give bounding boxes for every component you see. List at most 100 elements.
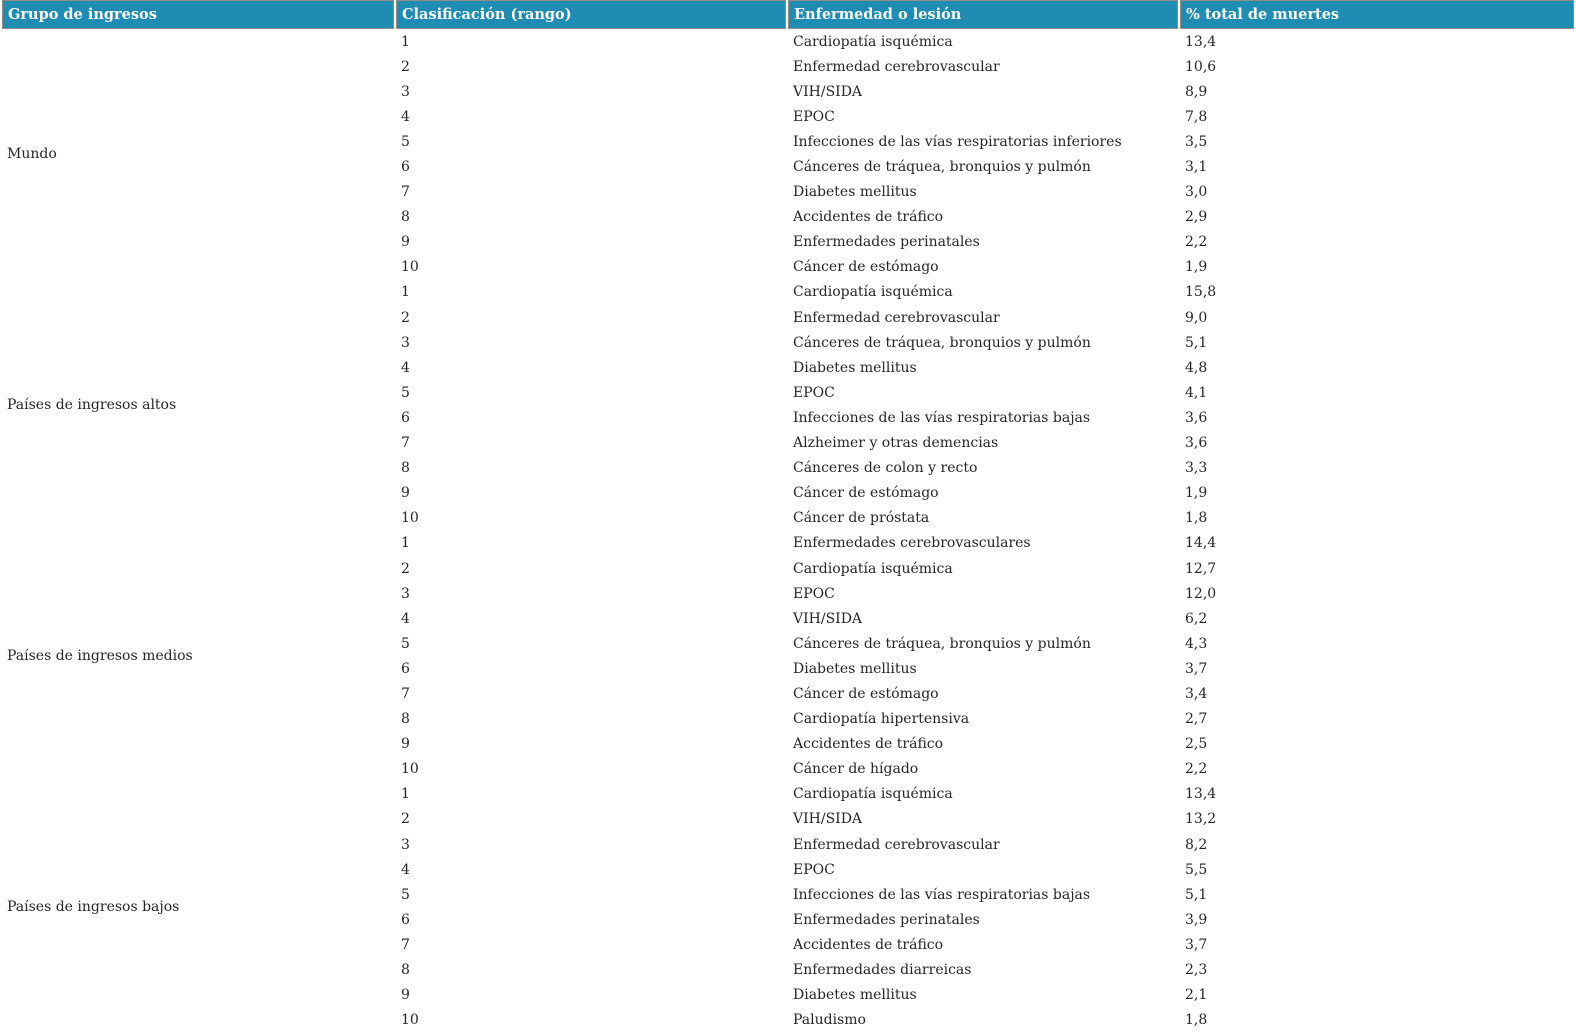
pct-deaths-cell: 5,5 [1180, 857, 1574, 883]
table-row: 9 Diabetes mellitus 2,1 [2, 982, 1574, 1008]
pct-deaths-cell: 3,1 [1180, 154, 1574, 180]
pct-deaths-cell: 2,2 [1180, 229, 1574, 255]
table-row: 5 Infecciones de las vías respiratorias b… [2, 882, 1574, 908]
table-row: 3 Cánceres de tráquea, bronquios y pulmón… [2, 330, 1574, 356]
table-row: 10 Cáncer de próstata 1,8 [2, 505, 1574, 531]
rank-cell: 2 [396, 305, 786, 331]
rank-cell: 8 [396, 204, 786, 230]
disease-cell: Infecciones de las vías respiratorias in… [788, 129, 1178, 155]
pct-deaths-cell: 3,5 [1180, 129, 1574, 155]
rank-cell: 2 [396, 54, 786, 80]
table-row: 2 Enfermedad cerebrovascular 10,6 [2, 54, 1574, 80]
pct-deaths-cell: 8,2 [1180, 832, 1574, 858]
disease-cell: VIH/SIDA [788, 606, 1178, 632]
disease-cell: Cardiopatía isquémica [788, 781, 1178, 807]
table-row: 9 Accidentes de tráfico 2,5 [2, 731, 1574, 757]
pct-deaths-cell: 6,2 [1180, 606, 1574, 632]
rank-cell: 6 [396, 405, 786, 431]
pct-deaths-cell: 4,8 [1180, 355, 1574, 381]
disease-cell: EPOC [788, 380, 1178, 406]
disease-cell: Enfermedad cerebrovascular [788, 832, 1178, 858]
column-header-disease: Enfermedad o lesión [788, 0, 1178, 29]
income-group-cell: Países de ingresos medios [2, 530, 394, 782]
pct-deaths-cell: 14,4 [1180, 530, 1574, 556]
disease-cell: Paludismo [788, 1007, 1178, 1033]
table-row: 2 VIH/SIDA 13,2 [2, 806, 1574, 832]
column-header-pct-deaths: % total de muertes [1180, 0, 1574, 29]
disease-cell: Cáncer de estómago [788, 480, 1178, 506]
rank-cell: 1 [396, 530, 786, 556]
disease-cell: Cáncer de estómago [788, 681, 1178, 707]
table-row: 7 Alzheimer y otras demencias 3,6 [2, 430, 1574, 456]
disease-cell: Alzheimer y otras demencias [788, 430, 1178, 456]
disease-cell: Cáncer de hígado [788, 756, 1178, 782]
rank-cell: 7 [396, 681, 786, 707]
disease-cell: Cáncer de próstata [788, 505, 1178, 531]
table-row: 5 Infecciones de las vías respiratorias i… [2, 129, 1574, 155]
rank-cell: 5 [396, 380, 786, 406]
pct-deaths-cell: 3,6 [1180, 405, 1574, 431]
pct-deaths-cell: 8,9 [1180, 79, 1574, 105]
pct-deaths-cell: 9,0 [1180, 305, 1574, 331]
rank-cell: 8 [396, 706, 786, 732]
pct-deaths-cell: 3,0 [1180, 179, 1574, 205]
disease-cell: Accidentes de tráfico [788, 731, 1178, 757]
rank-cell: 9 [396, 480, 786, 506]
table-row: 10 Paludismo 1,8 [2, 1007, 1574, 1033]
table-row: 2 Cardiopatía isquémica 12,7 [2, 555, 1574, 582]
pct-deaths-cell: 1,8 [1180, 505, 1574, 531]
pct-deaths-cell: 3,9 [1180, 907, 1574, 933]
pct-deaths-cell: 3,6 [1180, 430, 1574, 456]
rank-cell: 10 [396, 505, 786, 531]
table-row: 7 Accidentes de tráfico 3,7 [2, 932, 1574, 958]
pct-deaths-cell: 2,5 [1180, 731, 1574, 757]
rank-cell: 8 [396, 455, 786, 481]
disease-cell: Diabetes mellitus [788, 982, 1178, 1008]
table-row: Países de ingresos bajos 1 Cardiopatía isq… [2, 781, 1574, 1033]
disease-cell: Cánceres de tráquea, bronquios y pulmón [788, 330, 1178, 356]
pct-deaths-cell: 2,1 [1180, 982, 1574, 1008]
rank-cell: 6 [396, 154, 786, 180]
pct-deaths-cell: 2,9 [1180, 204, 1574, 230]
table-row: 8 Accidentes de tráfico 2,9 [2, 204, 1574, 230]
table-row: 6 Infecciones de las vías respiratorias b… [2, 405, 1574, 431]
pct-deaths-cell: 3,4 [1180, 681, 1574, 707]
disease-cell: EPOC [788, 104, 1178, 130]
pct-deaths-cell: 12,0 [1180, 581, 1574, 607]
table-row: 10 Cáncer de hígado 2,2 [2, 756, 1574, 782]
pct-deaths-cell: 13,4 [1180, 29, 1574, 55]
rank-cell: 3 [396, 79, 786, 105]
rank-cell: 3 [396, 832, 786, 858]
disease-cell: Enfermedad cerebrovascular [788, 54, 1178, 80]
pct-deaths-cell: 1,8 [1180, 1007, 1574, 1033]
disease-cell: Cánceres de tráquea, bronquios y pulmón [788, 154, 1178, 180]
rank-cell: 4 [396, 606, 786, 632]
table-row: 3 VIH/SIDA 8,9 [2, 79, 1574, 105]
table-row: 7 Cáncer de estómago 3,4 [2, 681, 1574, 707]
disease-cell: Enfermedades cerebrovasculares [788, 530, 1178, 556]
rank-cell: 7 [396, 430, 786, 456]
disease-cell: Accidentes de tráfico [788, 932, 1178, 958]
disease-cell: Accidentes de tráfico [788, 204, 1178, 230]
column-header-income-group: Grupo de ingresos [2, 0, 394, 29]
pct-deaths-cell: 2,3 [1180, 957, 1574, 983]
table-row: 5 Cánceres de tráquea, bronquios y pulmón… [2, 631, 1574, 657]
pct-deaths-cell: 4,3 [1180, 631, 1574, 657]
table-row: 4 VIH/SIDA 6,2 [2, 606, 1574, 632]
table-row: 10 Cáncer de estómago 1,9 [2, 254, 1574, 280]
table-row: 8 Enfermedades diarreicas 2,3 [2, 957, 1574, 983]
table-body: Mundo 1 Cardiopatía isquémica 13,4 2 Enfermed… [2, 29, 1574, 1033]
income-group-cell: Mundo [2, 29, 394, 280]
rank-cell: 10 [396, 756, 786, 782]
rank-cell: 6 [396, 656, 786, 682]
table-header-row: Grupo de ingresos Clasificación (rango) … [2, 0, 1574, 29]
disease-cell: EPOC [788, 857, 1178, 883]
income-group-cell: Países de ingresos altos [2, 279, 394, 531]
disease-cell: Infecciones de las vías respiratorias ba… [788, 405, 1178, 431]
pct-deaths-cell: 13,2 [1180, 806, 1574, 832]
table-row: 9 Enfermedades perinatales 2,2 [2, 229, 1574, 255]
disease-cell: Cánceres de colon y recto [788, 455, 1178, 481]
rank-cell: 4 [396, 857, 786, 883]
rank-cell: 5 [396, 631, 786, 657]
pct-deaths-cell: 4,1 [1180, 380, 1574, 406]
